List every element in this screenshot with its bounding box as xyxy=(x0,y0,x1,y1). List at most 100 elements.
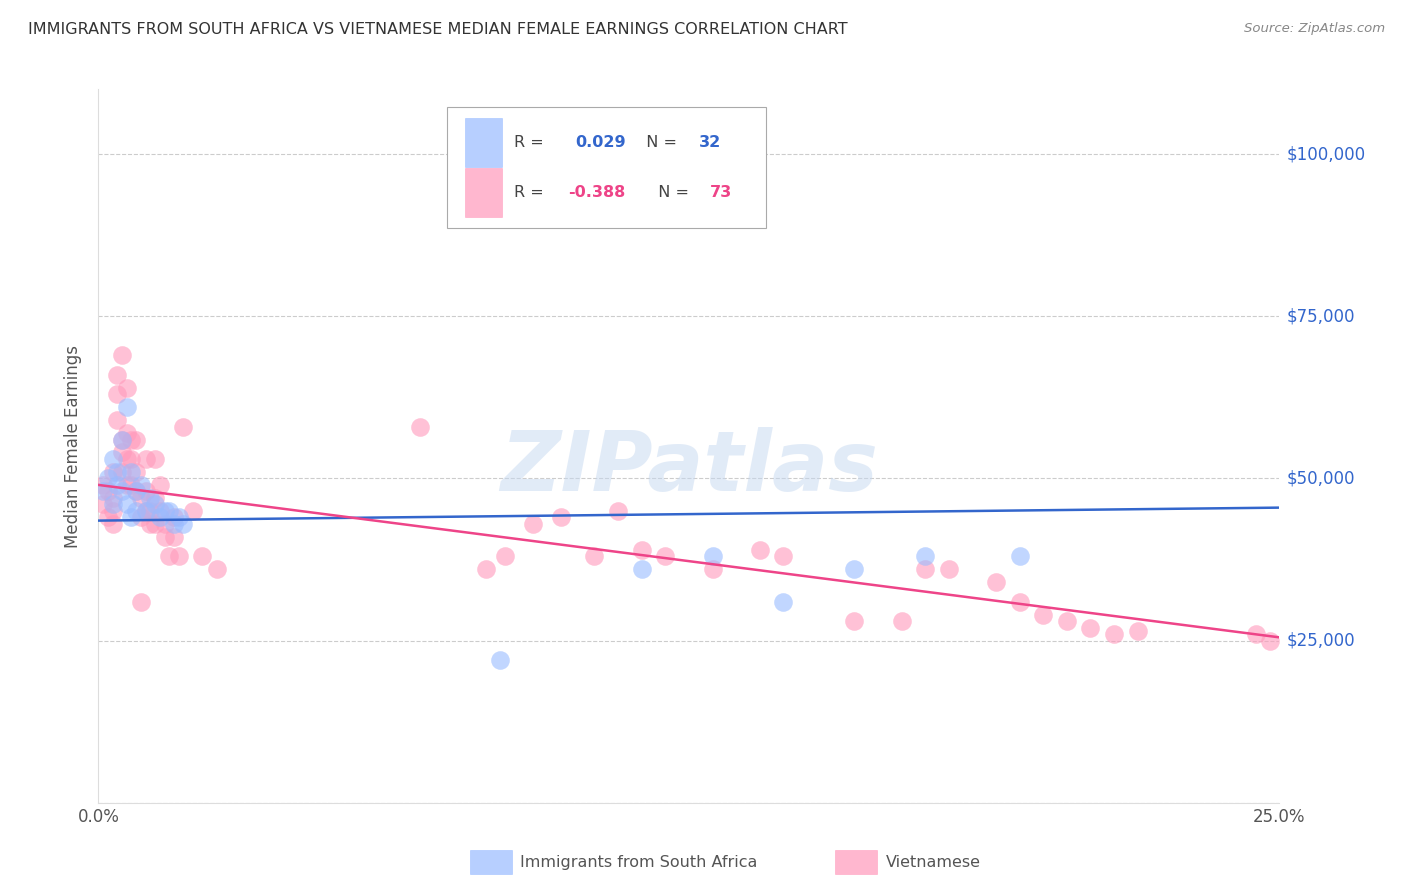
Point xyxy=(129,510,152,524)
Point xyxy=(115,497,138,511)
Point xyxy=(489,653,512,667)
Text: N =: N = xyxy=(636,136,682,150)
Point xyxy=(163,516,186,531)
Point xyxy=(702,549,724,564)
Point xyxy=(772,595,794,609)
Point xyxy=(1056,614,1078,628)
Point xyxy=(111,433,134,447)
Point xyxy=(115,381,138,395)
Point xyxy=(149,510,172,524)
Point xyxy=(105,368,128,382)
Text: $100,000: $100,000 xyxy=(1286,145,1365,163)
Point xyxy=(181,504,204,518)
Text: IMMIGRANTS FROM SOUTH AFRICA VS VIETNAMESE MEDIAN FEMALE EARNINGS CORRELATION CH: IMMIGRANTS FROM SOUTH AFRICA VS VIETNAME… xyxy=(28,22,848,37)
Point xyxy=(121,510,143,524)
Point xyxy=(446,193,468,207)
Point xyxy=(984,575,1007,590)
Point xyxy=(583,549,606,564)
Point xyxy=(938,562,960,576)
Point xyxy=(153,504,176,518)
Text: 73: 73 xyxy=(710,186,733,200)
Point xyxy=(522,516,544,531)
Point xyxy=(105,465,128,479)
Point xyxy=(143,452,166,467)
Point xyxy=(115,452,138,467)
Point xyxy=(149,478,172,492)
Point xyxy=(121,433,143,447)
Point xyxy=(844,562,866,576)
Point xyxy=(475,562,498,576)
Point xyxy=(772,549,794,564)
Point xyxy=(101,452,124,467)
Point xyxy=(163,530,186,544)
Point xyxy=(115,478,138,492)
Point xyxy=(149,504,172,518)
Point xyxy=(135,452,157,467)
Point xyxy=(135,504,157,518)
Point xyxy=(654,549,676,564)
Point xyxy=(139,504,162,518)
Point xyxy=(101,497,124,511)
Text: N =: N = xyxy=(648,186,693,200)
Point xyxy=(129,491,152,505)
Point xyxy=(135,484,157,499)
Text: R =: R = xyxy=(515,136,554,150)
Text: Source: ZipAtlas.com: Source: ZipAtlas.com xyxy=(1244,22,1385,36)
Point xyxy=(1258,633,1281,648)
Point xyxy=(139,491,162,505)
Point xyxy=(129,595,152,609)
Point xyxy=(844,614,866,628)
Point xyxy=(914,562,936,576)
Text: ZIPatlas: ZIPatlas xyxy=(501,427,877,508)
Point xyxy=(143,491,166,505)
Text: Vietnamese: Vietnamese xyxy=(886,855,981,870)
Point xyxy=(97,484,120,499)
Point xyxy=(97,471,120,485)
Point xyxy=(121,452,143,467)
Point xyxy=(111,348,134,362)
Point xyxy=(630,562,652,576)
Point xyxy=(105,387,128,401)
Point xyxy=(1008,595,1031,609)
Point xyxy=(125,504,148,518)
Point xyxy=(1126,624,1149,638)
Point xyxy=(129,478,152,492)
Point xyxy=(101,465,124,479)
Point xyxy=(121,465,143,479)
Point xyxy=(91,497,114,511)
Point xyxy=(139,516,162,531)
Point xyxy=(630,542,652,557)
Point xyxy=(143,497,166,511)
Point xyxy=(91,478,114,492)
Point xyxy=(748,542,770,557)
Point xyxy=(105,478,128,492)
Point xyxy=(111,484,134,499)
Point xyxy=(408,419,430,434)
Point xyxy=(101,491,124,505)
Point xyxy=(163,510,186,524)
Point xyxy=(125,465,148,479)
Point xyxy=(101,504,124,518)
Point xyxy=(914,549,936,564)
Y-axis label: Median Female Earnings: Median Female Earnings xyxy=(65,344,83,548)
Text: 0.029: 0.029 xyxy=(575,136,626,150)
Point xyxy=(135,504,157,518)
Point xyxy=(1080,621,1102,635)
Point xyxy=(143,516,166,531)
Point xyxy=(157,549,180,564)
Point xyxy=(157,504,180,518)
Point xyxy=(153,530,176,544)
Point xyxy=(115,400,138,414)
Point xyxy=(125,484,148,499)
Point xyxy=(1008,549,1031,564)
Point xyxy=(121,478,143,492)
Point xyxy=(125,484,148,499)
Point xyxy=(1244,627,1267,641)
Text: -0.388: -0.388 xyxy=(568,186,626,200)
Point xyxy=(125,433,148,447)
FancyBboxPatch shape xyxy=(447,107,766,228)
Point xyxy=(91,484,114,499)
Text: R =: R = xyxy=(515,186,548,200)
Point xyxy=(205,562,228,576)
Text: Immigrants from South Africa: Immigrants from South Africa xyxy=(520,855,758,870)
